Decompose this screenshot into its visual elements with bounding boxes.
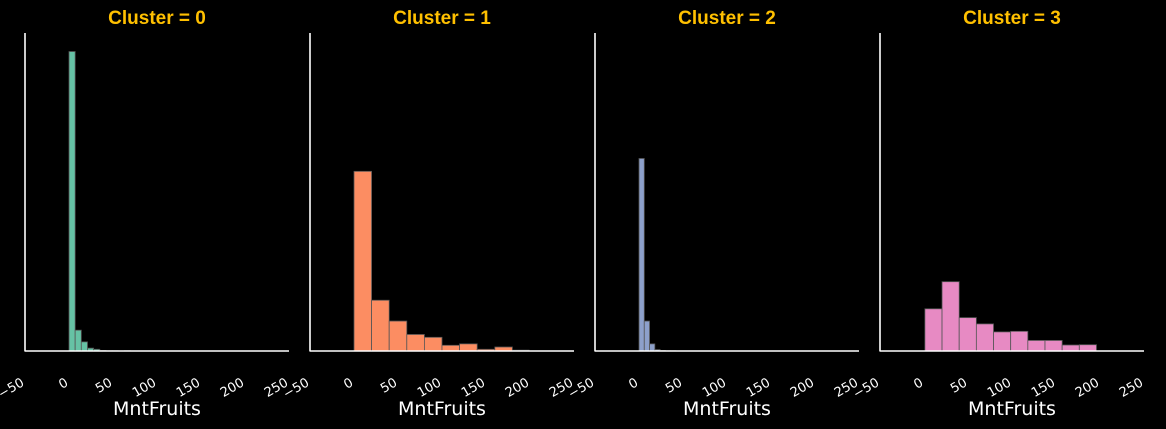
x-tick-label: 50	[948, 375, 970, 396]
histogram-bar	[68, 51, 76, 352]
x-axis-label: MntFruits	[683, 398, 771, 420]
histogram-bar	[1027, 340, 1046, 352]
histogram-bar	[958, 317, 977, 352]
histogram-bar	[441, 344, 461, 352]
x-axis-label: MntFruits	[113, 398, 201, 420]
panel-title: Cluster = 2	[678, 8, 776, 29]
histogram-bar	[924, 308, 943, 352]
histogram-bar	[74, 329, 82, 352]
panel-title: Cluster = 3	[963, 8, 1061, 29]
histogram-bar	[941, 281, 960, 352]
histogram-bar	[1044, 340, 1063, 352]
histogram-bar	[459, 343, 478, 352]
histogram-bar	[638, 158, 645, 352]
histogram-bar	[975, 323, 994, 352]
x-tick-label: 50	[663, 375, 685, 396]
histogram-bar	[80, 341, 88, 352]
histogram-bar	[993, 331, 1012, 352]
panel-title: Cluster = 1	[393, 8, 491, 29]
panel-title: Cluster = 0	[108, 8, 206, 29]
histogram-bar	[1078, 344, 1097, 352]
histogram-bar	[1010, 330, 1029, 352]
x-axis-label: MntFruits	[968, 398, 1056, 420]
x-axis-label: MntFruits	[398, 398, 486, 420]
histogram-bar	[649, 343, 656, 352]
x-tick-label: 50	[378, 375, 400, 396]
histogram-bar	[406, 334, 425, 352]
x-tick-label: 50	[93, 375, 115, 396]
histogram-bar	[1061, 344, 1080, 352]
histogram-bar	[371, 299, 390, 352]
histogram-bar	[423, 336, 443, 352]
histogram-bar	[353, 170, 373, 352]
histogram-bar	[388, 320, 408, 352]
histogram-bar	[643, 320, 650, 352]
